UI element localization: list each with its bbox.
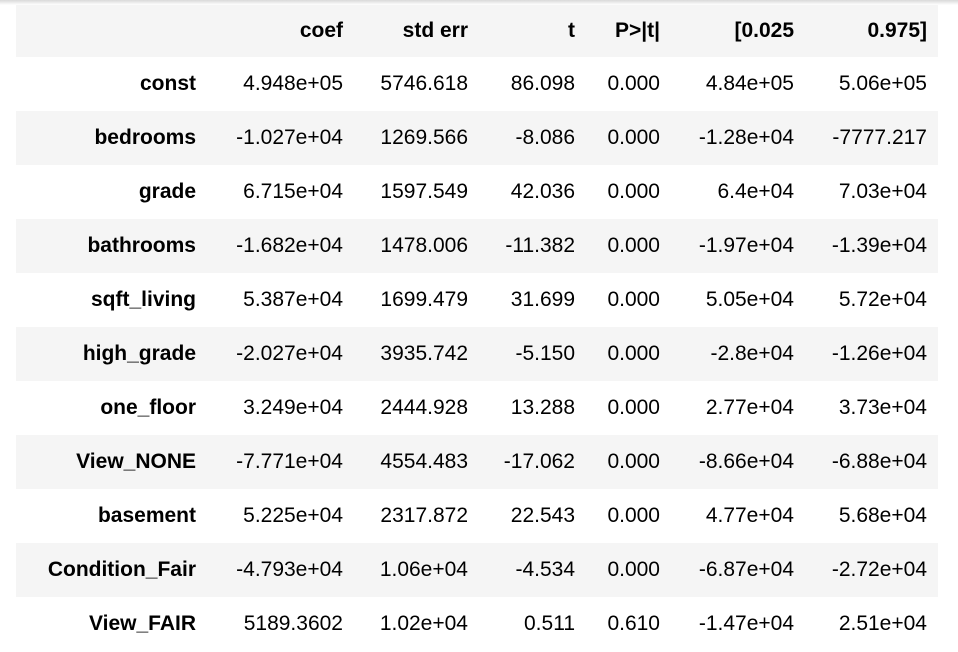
table-cell: -1.682e+04	[207, 219, 354, 273]
table-cell: 86.098	[479, 57, 586, 111]
top-shadow	[0, 0, 958, 5]
row-label: high_grade	[16, 327, 207, 381]
header-row: coef std err t P>|t| [0.025 0.975]	[16, 5, 938, 57]
row-label: const	[16, 57, 207, 111]
table-cell: 5746.618	[354, 57, 479, 111]
table-cell: -7777.217	[805, 111, 938, 165]
row-label: sqft_living	[16, 273, 207, 327]
column-header: P>|t|	[586, 5, 671, 57]
table-row: grade 6.715e+04 1597.549 42.036 0.000 6.4e+04…	[16, 165, 938, 219]
table-cell: 2.51e+04	[805, 597, 938, 651]
table-cell: 2317.872	[354, 489, 479, 543]
row-label: View_FAIR	[16, 597, 207, 651]
table-row: bedrooms -1.027e+04 1269.566 -8.086 0.000 -1.…	[16, 111, 938, 165]
table-cell: -8.086	[479, 111, 586, 165]
table-row: high_grade -2.027e+04 3935.742 -5.150 0.000-…	[16, 327, 938, 381]
table-cell: -4.534	[479, 543, 586, 597]
table-cell: 4.84e+05	[671, 57, 805, 111]
table-cell: -6.88e+04	[805, 435, 938, 489]
table-cell: 3935.742	[354, 327, 479, 381]
table-cell: -4.793e+04	[207, 543, 354, 597]
table-cell: 0.000	[586, 381, 671, 435]
table-cell: -1.47e+04	[671, 597, 805, 651]
table-cell: 13.288	[479, 381, 586, 435]
row-label: basement	[16, 489, 207, 543]
table-cell: 5.72e+04	[805, 273, 938, 327]
table-row: sqft_living 5.387e+04 1699.479 31.699 0.000 5…	[16, 273, 938, 327]
table-cell: 22.543	[479, 489, 586, 543]
table-cell: -7.771e+04	[207, 435, 354, 489]
table-cell: 3.249e+04	[207, 381, 354, 435]
table-row: View_FAIR 5189.3602 1.02e+04 0.511 0.610 -1.4…	[16, 597, 938, 651]
table-cell: 6.715e+04	[207, 165, 354, 219]
table-row: const 4.948e+05 5746.618 86.098 0.000 4.84e+0…	[16, 57, 938, 111]
table-cell: -11.382	[479, 219, 586, 273]
table-cell: -1.027e+04	[207, 111, 354, 165]
table-cell: 1.02e+04	[354, 597, 479, 651]
row-label: one_floor	[16, 381, 207, 435]
table-cell: 1699.479	[354, 273, 479, 327]
column-header: coef	[207, 5, 354, 57]
table-row: Condition_Fair -4.793e+04 1.06e+04 -4.534 0.…	[16, 543, 938, 597]
table-cell: 4.77e+04	[671, 489, 805, 543]
table-cell: 5189.3602	[207, 597, 354, 651]
table-cell: 1269.566	[354, 111, 479, 165]
table-cell: 0.000	[586, 489, 671, 543]
column-header: 0.975]	[805, 5, 938, 57]
row-label: bathrooms	[16, 219, 207, 273]
table-cell: -2.8e+04	[671, 327, 805, 381]
table-cell: 0.000	[586, 165, 671, 219]
table-cell: 0.000	[586, 435, 671, 489]
table-cell: 1.06e+04	[354, 543, 479, 597]
table-cell: -2.027e+04	[207, 327, 354, 381]
table-cell: 5.387e+04	[207, 273, 354, 327]
column-header: t	[479, 5, 586, 57]
table-cell: -6.87e+04	[671, 543, 805, 597]
table-cell: 5.06e+05	[805, 57, 938, 111]
table-cell: -8.66e+04	[671, 435, 805, 489]
row-label: View_NONE	[16, 435, 207, 489]
row-label: Condition_Fair	[16, 543, 207, 597]
table-cell: 0.000	[586, 57, 671, 111]
table-cell: 5.68e+04	[805, 489, 938, 543]
row-label: grade	[16, 165, 207, 219]
table-cell: -2.72e+04	[805, 543, 938, 597]
table-cell: -1.28e+04	[671, 111, 805, 165]
table-cell: -1.26e+04	[805, 327, 938, 381]
table-cell: 2444.928	[354, 381, 479, 435]
table-cell: -17.062	[479, 435, 586, 489]
table-cell: -1.97e+04	[671, 219, 805, 273]
index-header	[16, 5, 207, 57]
table-cell: 4.948e+05	[207, 57, 354, 111]
table-cell: -5.150	[479, 327, 586, 381]
table-cell: 6.4e+04	[671, 165, 805, 219]
table-cell: 5.225e+04	[207, 489, 354, 543]
table-cell: 0.610	[586, 597, 671, 651]
table-cell: 0.000	[586, 219, 671, 273]
column-header: [0.025	[671, 5, 805, 57]
table-cell: 2.77e+04	[671, 381, 805, 435]
table-cell: 42.036	[479, 165, 586, 219]
regression-results-table: coef std err t P>|t| [0.025 0.975] const 4.948…	[16, 5, 938, 651]
table-row: basement 5.225e+04 2317.872 22.543 0.000 4.77…	[16, 489, 938, 543]
table-cell: 0.000	[586, 111, 671, 165]
table-row: bathrooms -1.682e+04 1478.006 -11.382 0.000-…	[16, 219, 938, 273]
table-cell: 0.000	[586, 273, 671, 327]
table-cell: 3.73e+04	[805, 381, 938, 435]
table-cell: 0.511	[479, 597, 586, 651]
table-cell: 0.000	[586, 327, 671, 381]
table-cell: 0.000	[586, 543, 671, 597]
column-header: std err	[354, 5, 479, 57]
table-cell: 4554.483	[354, 435, 479, 489]
table-cell: 1597.549	[354, 165, 479, 219]
table-cell: 31.699	[479, 273, 586, 327]
table-row: one_floor 3.249e+04 2444.928 13.288 0.000 2.7…	[16, 381, 938, 435]
table-cell: 5.05e+04	[671, 273, 805, 327]
table-cell: 7.03e+04	[805, 165, 938, 219]
table-body: const 4.948e+05 5746.618 86.098 0.000 4.84e+0…	[16, 57, 938, 651]
table-row: View_NONE -7.771e+04 4554.483 -17.062 0.000-…	[16, 435, 938, 489]
table-cell: -1.39e+04	[805, 219, 938, 273]
table-cell: 1478.006	[354, 219, 479, 273]
row-label: bedrooms	[16, 111, 207, 165]
